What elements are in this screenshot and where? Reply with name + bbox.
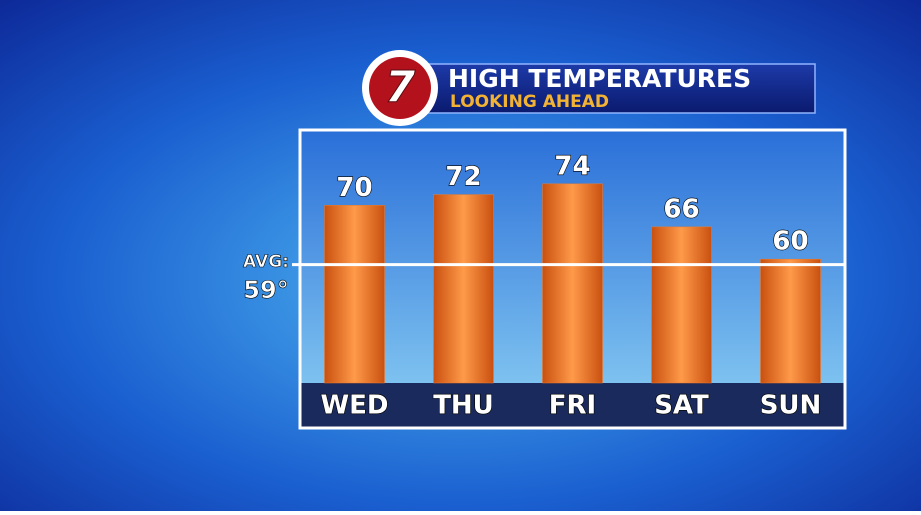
bar	[651, 226, 712, 384]
average-label: AVG:	[243, 252, 289, 272]
value-label: 60	[772, 227, 808, 257]
value-label: 74	[554, 151, 590, 181]
x-tick-label: WED	[320, 391, 388, 421]
bar	[433, 194, 494, 384]
bar	[760, 258, 821, 384]
value-label: 66	[663, 194, 699, 224]
value-label: 72	[445, 162, 481, 192]
x-tick-label: SAT	[654, 391, 709, 421]
x-tick-label: SUN	[760, 391, 822, 421]
bar	[542, 183, 603, 384]
logo-disc	[369, 57, 431, 119]
x-tick-label: FRI	[549, 391, 596, 421]
average-value-label: 59°	[243, 276, 288, 304]
x-tick-label: THU	[433, 391, 494, 421]
chart-subtitle: LOOKING AHEAD	[450, 92, 609, 112]
logo-text: 7	[385, 62, 416, 113]
chart-title: HIGH TEMPERATURES	[448, 64, 751, 93]
label-strip	[300, 383, 845, 428]
bar	[324, 205, 385, 384]
chart-frame	[298, 128, 847, 430]
value-label: 70	[336, 173, 372, 203]
